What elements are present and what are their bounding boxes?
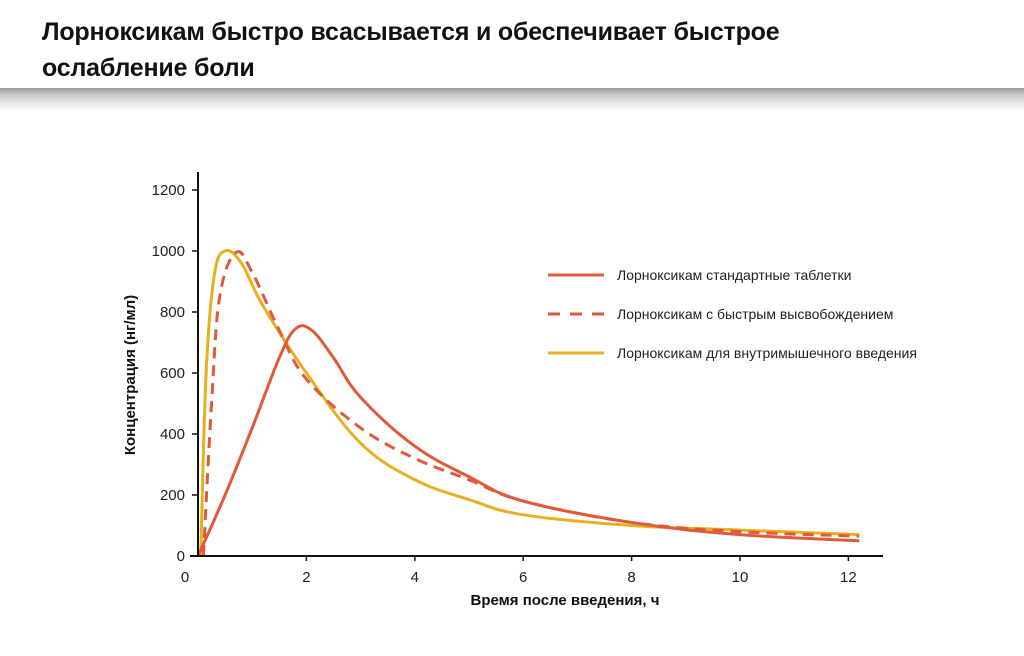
x-axis-title: Время после введения, ч [471,592,660,609]
series-line-2 [201,250,860,557]
legend-item-3: Лорноксикам для внутримышечного введения [548,345,917,361]
series-line-3 [199,248,860,557]
x-tick-label: 12 [840,569,857,586]
legend: Лорноксикам стандартные таблетки Лорнокси… [548,267,917,361]
legend-label: Лорноксикам для внутримышечного введения [617,345,917,361]
x-tick-label: 8 [627,569,635,586]
axes: 0 200 400 600 800 1000 1200 0 2 4 6 8 10 12 [152,172,883,586]
y-tick-label: 1000 [152,243,185,260]
x-tick-label: 10 [732,569,749,586]
legend-item-2: Лорноксикам с быстрым высвобождением [548,306,893,322]
y-axis-title: Концентрация (нг/мл) [122,295,139,455]
series-layer [196,248,860,557]
title-shadow-band [0,88,1024,112]
y-tick-label: 0 [177,548,185,565]
legend-label: Лорноксикам стандартные таблетки [617,267,851,283]
slide-title-line2: ослабление боли [42,54,255,82]
y-tick-label: 600 [160,365,185,382]
x-tick-label: 4 [411,569,419,586]
y-tick-label: 1200 [152,182,185,199]
x-tick-label: 6 [519,569,527,586]
slide-title: Лорноксикам быстро всасывается и обеспеч… [42,14,942,86]
x-tick-label: 2 [302,569,310,586]
title-bar: Лорноксикам быстро всасывается и обеспеч… [0,0,1024,88]
series-line-1 [196,324,860,557]
y-tick-label: 200 [160,487,185,504]
y-tick-label: 400 [160,426,185,443]
slide-title-line1: Лорноксикам быстро всасывается и обеспеч… [42,18,780,46]
legend-label: Лорноксикам с быстрым высвобождением [617,306,893,322]
legend-item-1: Лорноксикам стандартные таблетки [548,267,851,283]
x-tick-label: 0 [181,569,189,586]
y-tick-label: 800 [160,304,185,321]
